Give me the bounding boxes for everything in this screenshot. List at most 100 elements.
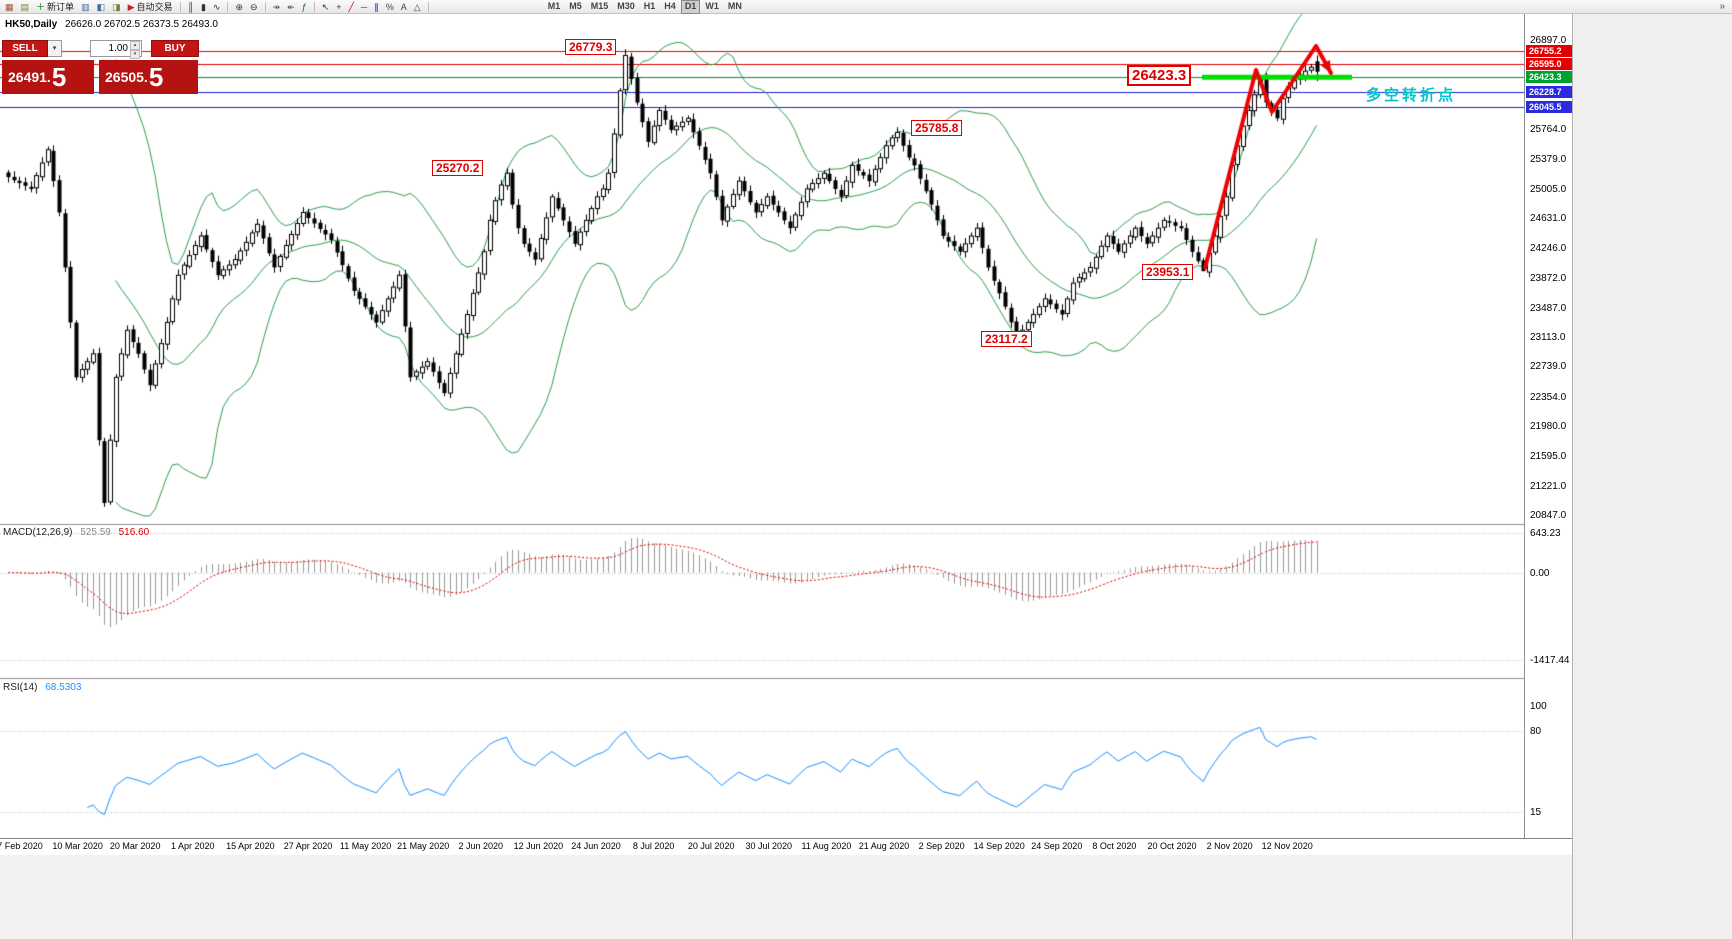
date-axis-label: 20 Oct 2020 <box>1147 841 1197 851</box>
timeframe-w1-button[interactable]: W1 <box>705 0 719 11</box>
line-chart-icon[interactable]: ∿ <box>211 1 223 13</box>
horizontal-line-icon: ─ <box>360 1 368 12</box>
volume-input[interactable]: 1.00 ▴ ▾ <box>90 40 142 59</box>
date-axis-label: 20 Mar 2020 <box>109 841 161 851</box>
data-window-icon[interactable]: ◧ <box>95 1 108 13</box>
price-axis-tick: 25005.0 <box>1530 183 1567 195</box>
autotrade-button[interactable]: ▶ 自动交易 <box>126 1 175 13</box>
zoom-in-icon[interactable]: ⊕ <box>233 1 245 13</box>
fibonacci-icon[interactable]: % <box>384 1 396 13</box>
macd-axis-tick: -1417.44 <box>1530 655 1570 666</box>
price-axis-tick: 23872.0 <box>1530 272 1567 284</box>
profiles-icon: ▤ <box>20 1 30 12</box>
indicators-icon[interactable]: ƒ <box>300 1 309 13</box>
macd-main-value: 525.59 <box>80 527 111 538</box>
timeframe-m5-button[interactable]: M5 <box>569 0 582 11</box>
rsi-value: 68.5303 <box>45 682 82 693</box>
text-label-icon: A <box>400 1 407 12</box>
trade-panel-prices: 26491. 5 26505. 5 <box>2 60 202 94</box>
new-order-button[interactable]: ＋新订单 <box>34 1 76 13</box>
crosshair-icon: + <box>336 1 342 12</box>
candlestick-chart-icon: ▮ <box>200 1 206 12</box>
timeframe-mn-button[interactable]: MN <box>727 0 742 11</box>
rsi-indicator-label: RSI(14) 68.5303 <box>3 682 81 693</box>
new-chart-icon: ▦ <box>5 1 14 12</box>
sell-price-box[interactable]: 26491. 5 <box>2 60 94 94</box>
toolbar-separator <box>264 1 266 12</box>
timeframe-m1-button[interactable]: M1 <box>547 0 561 11</box>
price-chart-canvas[interactable] <box>0 14 1572 838</box>
crosshair-icon[interactable]: + <box>334 1 343 13</box>
price-badge: 26755.2 <box>1526 45 1572 58</box>
timeframe-h1-button[interactable]: H1 <box>643 0 656 11</box>
sell-button[interactable]: SELL <box>2 40 48 57</box>
timeframe-d1-button[interactable]: D1 <box>680 0 701 14</box>
date-axis-label: 1 Apr 2020 <box>171 841 215 851</box>
trendline-icon[interactable]: ╱ <box>346 1 355 13</box>
cursor-icon[interactable]: ↖ <box>320 1 332 13</box>
volume-stepper: ▴ ▾ <box>130 41 140 59</box>
trade-panel-controls: SELL ▾ 1.00 ▴ ▾ BUY <box>2 40 202 59</box>
date-axis-label: 8 Jul 2020 <box>632 841 675 851</box>
price-badge: 26228.7 <box>1526 86 1572 99</box>
rsi-axis-tick: 100 <box>1530 701 1547 712</box>
horizontal-line-icon[interactable]: ─ <box>359 1 369 13</box>
buy-price-main: 26505. <box>105 69 148 85</box>
timeframe-bar: M1 M5 M15 M30 H1 H4 D1 W1 MN <box>544 0 746 14</box>
timeframe-m30-button[interactable]: M30 <box>617 0 635 11</box>
rsi-name: RSI(14) <box>3 682 38 693</box>
price-label-25785: 25785.8 <box>911 120 963 136</box>
rsi-axis-tick: 80 <box>1530 726 1542 737</box>
date-axis-label: 14 Sep 2020 <box>973 841 1025 851</box>
sell-price-main: 26491. <box>8 69 51 85</box>
toolbar-buttons: ▦ ▤ ＋新订单 ▥ ◧ ◨ ▶ 自动交易 ║ ▮ ∿ ⊕ ⊖ ↠ ↞ ƒ ↖ + ╱ ─ ∥% A △ <box>3 1 431 13</box>
shapes-icon[interactable]: △ <box>412 1 423 13</box>
auto-scroll-icon[interactable]: ↠ <box>271 1 283 13</box>
new-order-button-label: 新订单 <box>47 1 75 12</box>
order-type-dropdown-icon[interactable]: ▾ <box>48 40 62 57</box>
zoom-out-icon[interactable]: ⊖ <box>248 1 260 13</box>
date-axis-label: 12 Nov 2020 <box>1261 841 1313 851</box>
price-badge: 26423.3 <box>1526 71 1572 84</box>
price-badge: 26045.5 <box>1526 100 1572 113</box>
channel-icon[interactable]: ∥ <box>372 1 381 13</box>
shapes-icon: △ <box>413 1 421 12</box>
toolbar: ▦ ▤ ＋新订单 ▥ ◧ ◨ ▶ 自动交易 ║ ▮ ∿ ⊕ ⊖ ↠ ↞ ƒ ↖ + ╱ ─ ∥% A △ M1 M5 M15 M3… <box>0 0 1732 14</box>
price-axis-tick: 22739.0 <box>1530 361 1567 373</box>
profiles-icon[interactable]: ▤ <box>19 1 32 13</box>
sell-price-frac: 5 <box>51 62 67 92</box>
price-axis-tick: 21980.0 <box>1530 421 1567 433</box>
macd-name: MACD(12,26,9) <box>3 527 73 538</box>
timeframe-m15-button[interactable]: M15 <box>590 0 609 11</box>
bar-chart-icon[interactable]: ║ <box>186 1 196 13</box>
date-axis-label: 11 Aug 2020 <box>801 841 852 851</box>
date-axis-label: 12 Jun 2020 <box>513 841 564 851</box>
data-window-icon: ◧ <box>96 1 106 12</box>
buy-button[interactable]: BUY <box>151 40 199 57</box>
date-axis-label: 21 May 2020 <box>397 841 450 851</box>
line-chart-icon: ∿ <box>212 1 221 12</box>
navigator-icon[interactable]: ◨ <box>110 1 123 13</box>
text-label-icon[interactable]: A <box>399 1 409 13</box>
candlestick-chart-icon[interactable]: ▮ <box>199 1 208 13</box>
volume-up-icon[interactable]: ▴ <box>130 41 140 50</box>
new-chart-icon[interactable]: ▦ <box>3 1 16 13</box>
right-blank-panel <box>1572 14 1732 939</box>
price-label-25270: 25270.2 <box>432 160 484 176</box>
toolbar-separator <box>179 1 181 12</box>
date-axis-label: 2 Sep 2020 <box>918 841 965 851</box>
timeframe-h4-button[interactable]: H4 <box>664 0 676 11</box>
date-axis-label: 30 Jul 2020 <box>745 841 793 851</box>
price-axis: 26897.0 25764.0 25379.0 25005.0 24631.0 24246… <box>1524 14 1572 838</box>
price-axis-tick: 21221.0 <box>1530 480 1567 492</box>
date-axis-label: 27 Apr 2020 <box>283 841 333 851</box>
chart-shift-icon[interactable]: ↞ <box>285 1 297 13</box>
price-axis-tick: 25379.0 <box>1530 154 1567 166</box>
price-axis-tick: 20847.0 <box>1530 510 1567 521</box>
zoom-in-icon: ⊕ <box>235 1 243 12</box>
buy-price-box[interactable]: 26505. 5 <box>99 60 198 94</box>
market-watch-icon[interactable]: ▥ <box>79 1 92 13</box>
volume-down-icon[interactable]: ▾ <box>130 50 140 59</box>
channel-icon: ∥ <box>374 1 379 12</box>
toolbar-overflow-icon[interactable]: » <box>1719 0 1725 12</box>
